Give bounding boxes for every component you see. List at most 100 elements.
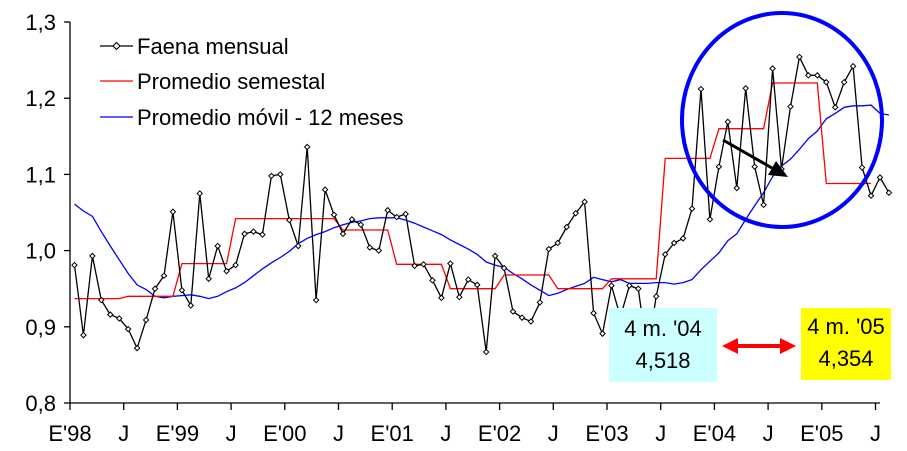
data-point bbox=[751, 163, 758, 171]
data-point bbox=[688, 205, 696, 212]
data-point bbox=[652, 293, 660, 300]
data-point bbox=[626, 282, 633, 289]
data-point bbox=[169, 208, 177, 216]
data-point bbox=[303, 143, 311, 151]
data-point bbox=[429, 277, 436, 284]
data-point bbox=[196, 190, 204, 197]
x-tick-label: J bbox=[870, 421, 881, 446]
data-point bbox=[89, 252, 96, 260]
x-tick-label: J bbox=[118, 421, 129, 446]
annotation-box-2005-bg bbox=[801, 308, 891, 380]
data-point bbox=[205, 275, 213, 283]
data-point bbox=[482, 348, 490, 356]
data-point bbox=[608, 282, 615, 289]
data-point bbox=[473, 281, 481, 289]
data-point bbox=[840, 78, 848, 86]
data-point bbox=[491, 252, 499, 260]
x-tick-label: E'00 bbox=[263, 421, 306, 446]
data-point bbox=[98, 296, 105, 304]
data-point bbox=[733, 184, 741, 192]
x-tick-label: J bbox=[763, 421, 774, 446]
data-point bbox=[715, 163, 723, 171]
x-tick-label: E'99 bbox=[156, 421, 199, 446]
data-point bbox=[142, 316, 150, 324]
data-point bbox=[285, 216, 293, 224]
annotation-box-2005-value: 4,354 bbox=[818, 346, 873, 371]
data-point bbox=[241, 230, 248, 238]
data-point bbox=[330, 211, 338, 219]
data-point bbox=[214, 242, 221, 250]
legend-label-promedio-movil: Promedio móvil - 12 meses bbox=[137, 105, 404, 130]
y-tick-label: 0,9 bbox=[25, 315, 56, 340]
data-point bbox=[250, 228, 257, 235]
x-tick-label: J bbox=[333, 421, 344, 446]
data-point bbox=[796, 53, 803, 61]
data-point bbox=[312, 296, 320, 304]
x-tick-label: E'03 bbox=[585, 421, 628, 446]
data-point bbox=[706, 216, 714, 223]
data-point bbox=[849, 62, 857, 70]
data-point bbox=[805, 72, 812, 79]
x-tick-label: E'01 bbox=[371, 421, 414, 446]
series-line-faena-mensual bbox=[73, 55, 890, 356]
data-point bbox=[545, 245, 553, 253]
data-point bbox=[438, 294, 445, 302]
data-point bbox=[590, 309, 597, 317]
legend-item-promedio-movil: Promedio móvil - 12 meses bbox=[100, 105, 404, 130]
annotation-box-2004-value: 4,518 bbox=[635, 348, 690, 373]
data-point bbox=[661, 251, 669, 258]
annotation-box-2004-bg bbox=[609, 308, 717, 382]
data-point bbox=[151, 285, 159, 293]
highlight-ellipse bbox=[680, 11, 884, 229]
data-point bbox=[178, 286, 186, 294]
data-point bbox=[787, 103, 794, 110]
data-point bbox=[518, 314, 526, 321]
data-point bbox=[71, 261, 78, 269]
x-tick-label: J bbox=[655, 421, 666, 446]
data-point bbox=[393, 213, 400, 221]
series-line-promedio-movil bbox=[74, 104, 890, 300]
data-point bbox=[456, 293, 463, 301]
data-point bbox=[375, 247, 383, 254]
data-point bbox=[321, 186, 329, 193]
data-point bbox=[187, 302, 195, 309]
y-tick-label: 0,8 bbox=[25, 391, 56, 416]
data-point bbox=[384, 206, 392, 214]
data-point bbox=[402, 210, 409, 218]
legend: Faena mensual Promedio semestal Promedio… bbox=[100, 34, 404, 130]
legend-label-faena: Faena mensual bbox=[137, 34, 289, 59]
data-point bbox=[160, 272, 168, 280]
data-point bbox=[509, 308, 517, 315]
y-tick-label: 1,0 bbox=[25, 239, 56, 264]
data-point bbox=[822, 78, 830, 86]
data-point bbox=[411, 262, 418, 270]
data-point bbox=[527, 318, 535, 325]
y-tick-label: 1,3 bbox=[25, 10, 56, 35]
data-point bbox=[858, 164, 866, 171]
y-tick-label: 1,1 bbox=[25, 162, 56, 187]
x-tick-label: E'04 bbox=[693, 421, 736, 446]
data-point bbox=[697, 85, 705, 93]
data-point bbox=[366, 244, 374, 251]
data-point bbox=[554, 239, 562, 247]
data-point bbox=[339, 230, 347, 238]
annotation-box-2004: 4 m. '04 4,518 bbox=[609, 308, 717, 382]
x-tick-label: J bbox=[440, 421, 451, 446]
data-point bbox=[268, 172, 275, 180]
data-point bbox=[563, 223, 571, 231]
data-point bbox=[80, 331, 87, 339]
x-tick-label: J bbox=[548, 421, 559, 446]
data-point bbox=[223, 267, 230, 275]
data-point bbox=[724, 118, 732, 126]
y-tick-label: 1,2 bbox=[25, 86, 56, 111]
legend-item-faena: Faena mensual bbox=[100, 34, 289, 59]
x-tick-label: E'98 bbox=[48, 421, 91, 446]
data-point bbox=[831, 104, 839, 111]
trend-arrow bbox=[722, 138, 788, 177]
annotation-box-2004-period: 4 m. '04 bbox=[624, 316, 702, 341]
data-point bbox=[814, 72, 821, 79]
data-point bbox=[536, 299, 544, 306]
annotation-box-2005-period: 4 m. '05 bbox=[807, 314, 885, 339]
data-point bbox=[867, 192, 875, 200]
